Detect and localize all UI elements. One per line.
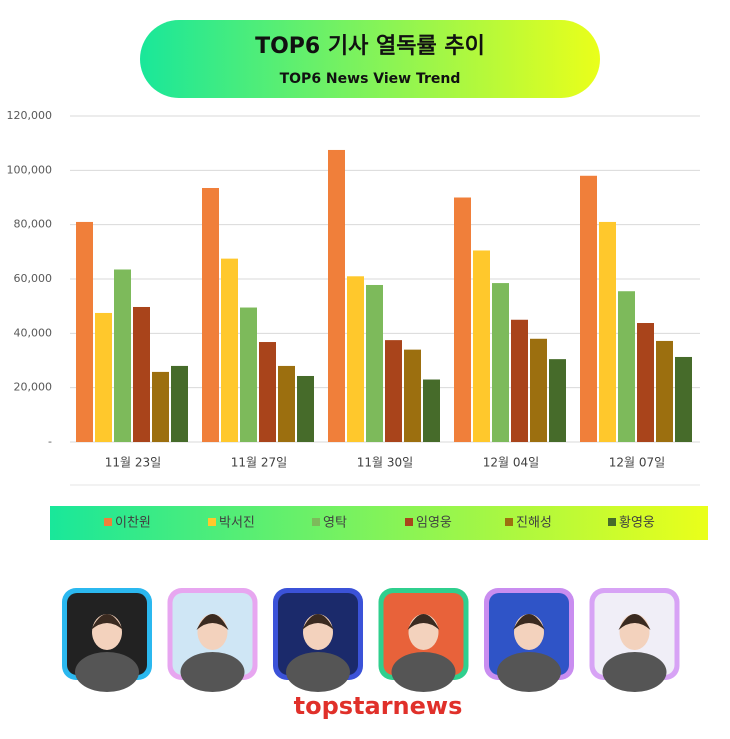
photo-body — [286, 652, 350, 692]
y-tick-label: 120,000 — [7, 109, 53, 122]
title-pill — [140, 20, 600, 98]
bar — [549, 359, 566, 442]
photo-body — [602, 652, 667, 692]
bar — [152, 371, 169, 442]
bar — [171, 365, 188, 442]
bar — [347, 276, 364, 442]
legend-label: 박서진 — [219, 516, 255, 531]
y-tick-label: 100,000 — [7, 163, 53, 176]
bar — [618, 291, 635, 442]
legend-label: 이찬원 — [115, 516, 151, 531]
bar — [328, 149, 345, 443]
photo-hair — [302, 614, 334, 630]
bar — [599, 221, 616, 442]
bar — [675, 356, 692, 442]
bar — [278, 365, 295, 442]
bar — [297, 375, 314, 442]
legend-swatch — [608, 518, 616, 526]
brand: topstarnews — [294, 692, 463, 720]
bar — [423, 379, 440, 442]
legend-swatch — [104, 518, 112, 526]
bar — [404, 349, 421, 442]
photo-hair — [91, 614, 123, 630]
bar — [511, 319, 528, 442]
bar — [76, 221, 93, 442]
legend-label: 영탁 — [323, 516, 347, 531]
x-tick-label: 11월 27일 — [231, 456, 287, 470]
x-tick-label: 11월 30일 — [357, 456, 413, 470]
bar — [492, 283, 509, 442]
x-tick-label: 12월 07일 — [609, 456, 665, 470]
bar — [240, 307, 257, 442]
legend-swatch — [505, 518, 513, 526]
bar — [530, 338, 547, 442]
legend-swatch — [405, 518, 413, 526]
legend-band — [50, 506, 708, 540]
bar — [473, 250, 490, 442]
bar — [95, 312, 112, 442]
photo-hair — [513, 614, 545, 630]
bar — [385, 340, 402, 442]
bar — [454, 197, 471, 442]
legend-swatch — [208, 518, 216, 526]
bar — [366, 284, 383, 442]
bar — [637, 323, 654, 442]
bar — [580, 175, 597, 442]
bar — [221, 258, 238, 442]
photo-hair — [196, 614, 229, 630]
chart-title: TOP6 기사 열독률 추이 — [255, 34, 485, 59]
bar — [656, 340, 673, 442]
photo-body — [391, 652, 456, 692]
legend-label: 황영웅 — [619, 516, 655, 531]
photo-body — [180, 652, 245, 692]
bar — [114, 269, 131, 442]
bar — [259, 342, 276, 442]
y-tick-label: - — [48, 435, 52, 448]
chart-subtitle: TOP6 News View Trend — [280, 71, 461, 87]
photos — [62, 588, 680, 692]
photo-body — [75, 652, 139, 692]
photo-hair — [618, 614, 651, 630]
legend-label: 임영웅 — [416, 516, 452, 531]
photo-body — [497, 652, 561, 692]
bar — [133, 306, 150, 442]
y-tick-label: 20,000 — [14, 381, 53, 394]
x-tick-label: 11월 23일 — [105, 456, 161, 470]
y-tick-label: 60,000 — [14, 272, 53, 285]
y-tick-label: 80,000 — [14, 218, 53, 231]
legend-swatch — [312, 518, 320, 526]
legend-label: 진해성 — [516, 516, 552, 531]
bar — [202, 187, 219, 442]
x-tick-label: 12월 04일 — [483, 456, 539, 470]
photo-hair — [407, 614, 440, 630]
y-tick-label: 40,000 — [14, 326, 53, 339]
